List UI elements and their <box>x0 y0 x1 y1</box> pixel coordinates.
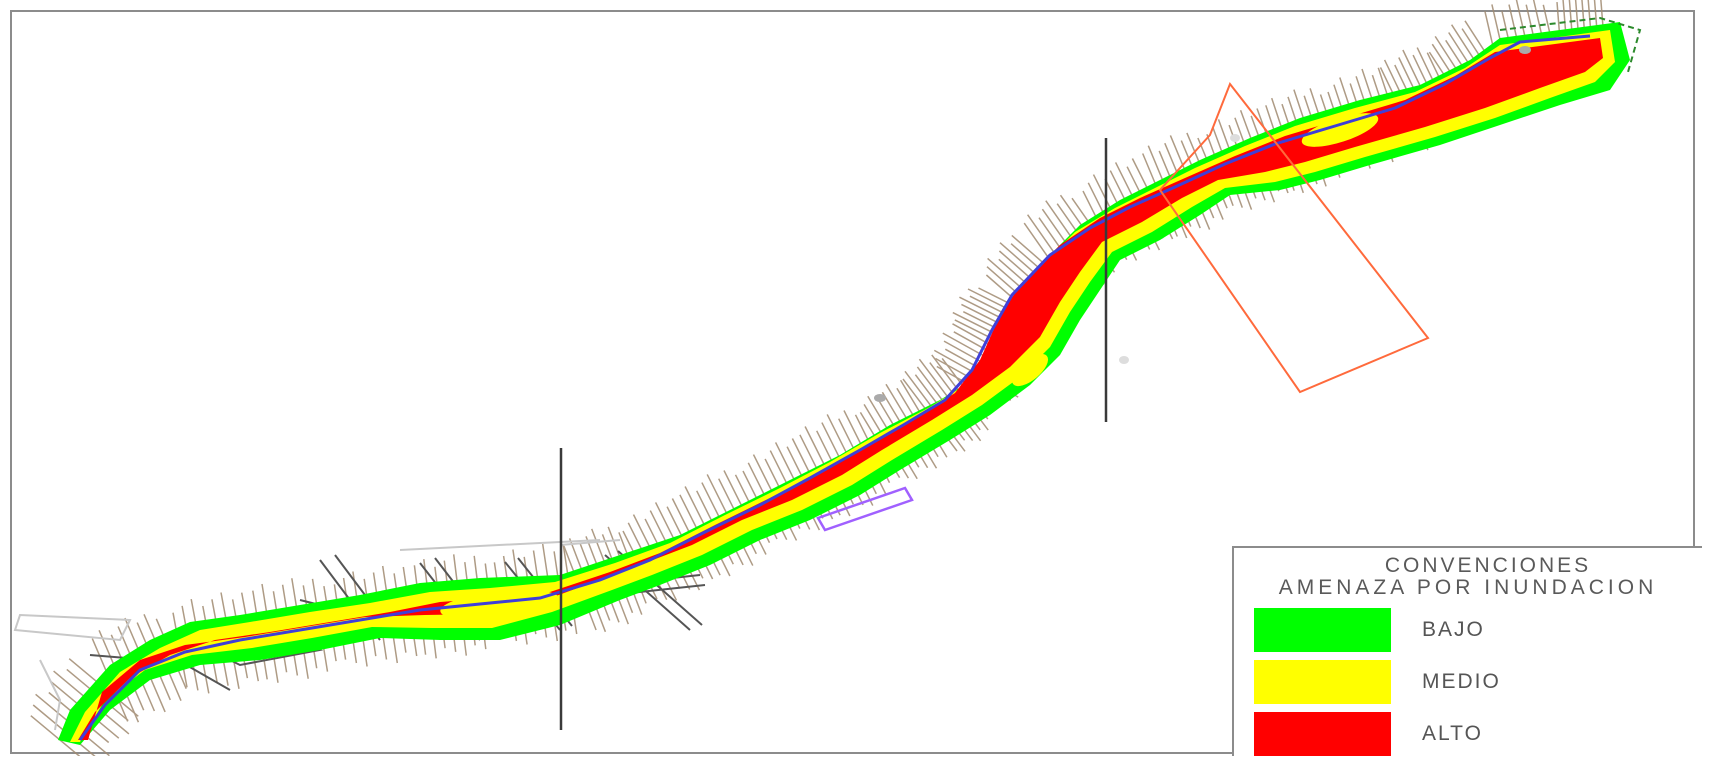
proposed-structure-outline <box>816 486 914 532</box>
legend-title: CONVENCIONES <box>1384 554 1592 577</box>
reference-points <box>874 46 1531 402</box>
legend-subtitle: AMENAZA POR INUNDACION <box>1278 576 1658 599</box>
legend-swatch-high <box>1254 712 1391 756</box>
cross-section-lines <box>559 138 1108 730</box>
legend-label-low: BAJO <box>1422 618 1485 641</box>
legend-item-high: ALTO <box>1254 712 1704 760</box>
legend-item-low: BAJO <box>1254 608 1704 656</box>
high-hazard-zone <box>78 38 1603 740</box>
legend-swatch-medium <box>1254 660 1391 704</box>
study-area-polygon <box>1158 82 1430 394</box>
medium-hazard-patches <box>440 113 1379 621</box>
upper-limit-outline <box>1499 16 1642 73</box>
map-frame <box>10 10 1695 754</box>
legend-swatch-low <box>1254 608 1391 652</box>
river-channel-line <box>78 34 1591 741</box>
legend-label-high: ALTO <box>1422 722 1483 745</box>
legend-item-medium: MEDIO <box>1254 660 1704 708</box>
legend: CONVENCIONES AMENAZA POR INUNDACION BAJO… <box>1232 546 1702 756</box>
legend-label-medium: MEDIO <box>1422 670 1501 693</box>
faded-building-outlines <box>13 539 621 731</box>
